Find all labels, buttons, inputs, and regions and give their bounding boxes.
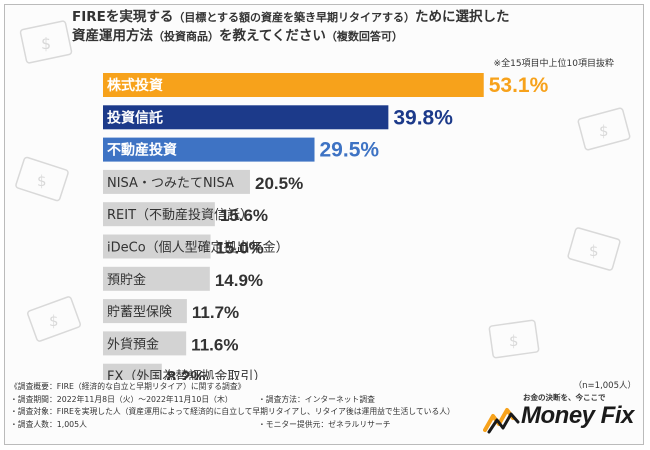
svg-text:$: $	[599, 122, 609, 140]
bar-7	[103, 266, 210, 291]
bar-4	[103, 169, 250, 194]
survey-method: ・調査方法：インターネット調査	[258, 394, 375, 404]
title-line1-end: ために選択した	[415, 9, 510, 25]
bar-3	[103, 137, 315, 162]
bar-1	[103, 73, 484, 97]
value-label-6: 15.0%	[216, 239, 264, 258]
svg-text:$: $	[589, 242, 599, 260]
value-label-1: 53.1%	[489, 74, 549, 97]
survey-period: ・調査期間：2022年11月8日（火）〜2022年11月10日（木）	[10, 394, 233, 404]
category-label-1: 株式投資	[107, 77, 163, 94]
value-label-3: 29.5%	[320, 139, 380, 162]
title-line1-paren: （目標とする額の資産を築き早期リタイアする）	[173, 11, 416, 24]
value-label-9: 11.6%	[191, 335, 238, 354]
value-label-4: 20.5%	[255, 174, 303, 193]
logo-name: Money Fix	[521, 402, 634, 429]
category-label-4: NISA・つみたてNISA	[107, 176, 234, 191]
title-line2-mid: を教えてください	[219, 28, 326, 44]
banknote-decoration-icon: $	[567, 227, 621, 271]
moneyfix-logo-mark-icon	[483, 408, 520, 434]
bar-6	[103, 234, 211, 259]
survey-target: ・調査対象：FIREを実現した人（資産運用によって経済的に自立して早期リタイアし…	[10, 407, 455, 416]
banknote-decoration-icon: $	[15, 156, 69, 202]
value-label-10: 8.2%	[167, 368, 206, 380]
value-label-7: 14.9%	[215, 271, 263, 290]
survey-overview: 《調査概要：FIRE（経済的な自立と早期リタイア）に関する調査》 ・調査期間：2…	[10, 381, 480, 431]
excerpt-note: ※全15項目中上位10項目抜粋	[493, 59, 614, 69]
survey-header: 《調査概要：FIRE（経済的な自立と早期リタイア）に関する調査》	[10, 382, 246, 391]
chart-title: FIREを実現する（目標とする額の資産を築き早期リタイアする）ために選択した 資…	[72, 8, 612, 46]
moneyfix-logo: お金の決断を、今ここで Money Fix	[483, 390, 643, 440]
svg-text:$: $	[41, 34, 51, 53]
survey-count: ・調査人数：1,005人	[10, 419, 87, 429]
title-line2-paren: （投資商品）	[153, 30, 219, 43]
value-label-8: 11.7%	[192, 303, 239, 322]
banknote-decoration-icon: $	[19, 20, 73, 64]
value-label-5: 15.6%	[220, 206, 268, 225]
bar-5	[103, 202, 215, 227]
banknote-decoration-icon: $	[577, 107, 631, 151]
bar-2	[103, 105, 389, 130]
title-line2-main: 資産運用方法	[72, 28, 153, 44]
category-label-8: 貯蓄型保険	[107, 305, 172, 320]
category-label-5: REIT（不動産投資信託）	[107, 207, 253, 223]
bar-9	[103, 331, 187, 356]
svg-text:$: $	[37, 172, 47, 190]
category-label-9: 外貨預金	[107, 336, 159, 352]
title-line1-main: FIREを実現する	[72, 9, 174, 25]
svg-text:$: $	[509, 332, 519, 350]
bar-8	[103, 299, 187, 324]
category-label-10: FX（外国為替証拠金取引）	[107, 369, 266, 380]
banknote-decoration-icon: $	[488, 319, 540, 359]
logo-tagline: お金の決断を、今ここで	[523, 393, 606, 402]
title-line2-note: （複数回答可）	[325, 30, 403, 43]
value-label-2: 39.8%	[393, 106, 453, 129]
banknote-decoration-icon: $	[27, 296, 81, 342]
bar-10	[103, 363, 162, 380]
sample-size-label: （n=1,005人）	[573, 381, 636, 391]
bar-chart: 株式投資 53.1% 投資信託 39.8% 不動産投資 29.5% NISA・つみたてNIS…	[103, 73, 549, 380]
category-label-2: 投資信託	[107, 109, 163, 126]
survey-provider: ・モニター提供元：ゼネラルリサーチ	[258, 419, 391, 429]
category-label-3: 不動産投資	[107, 142, 177, 159]
category-label-7: 預貯金	[107, 272, 146, 288]
svg-text:$: $	[49, 312, 59, 330]
category-label-6: iDeCo（個人型確定拠出年金）	[107, 240, 289, 256]
